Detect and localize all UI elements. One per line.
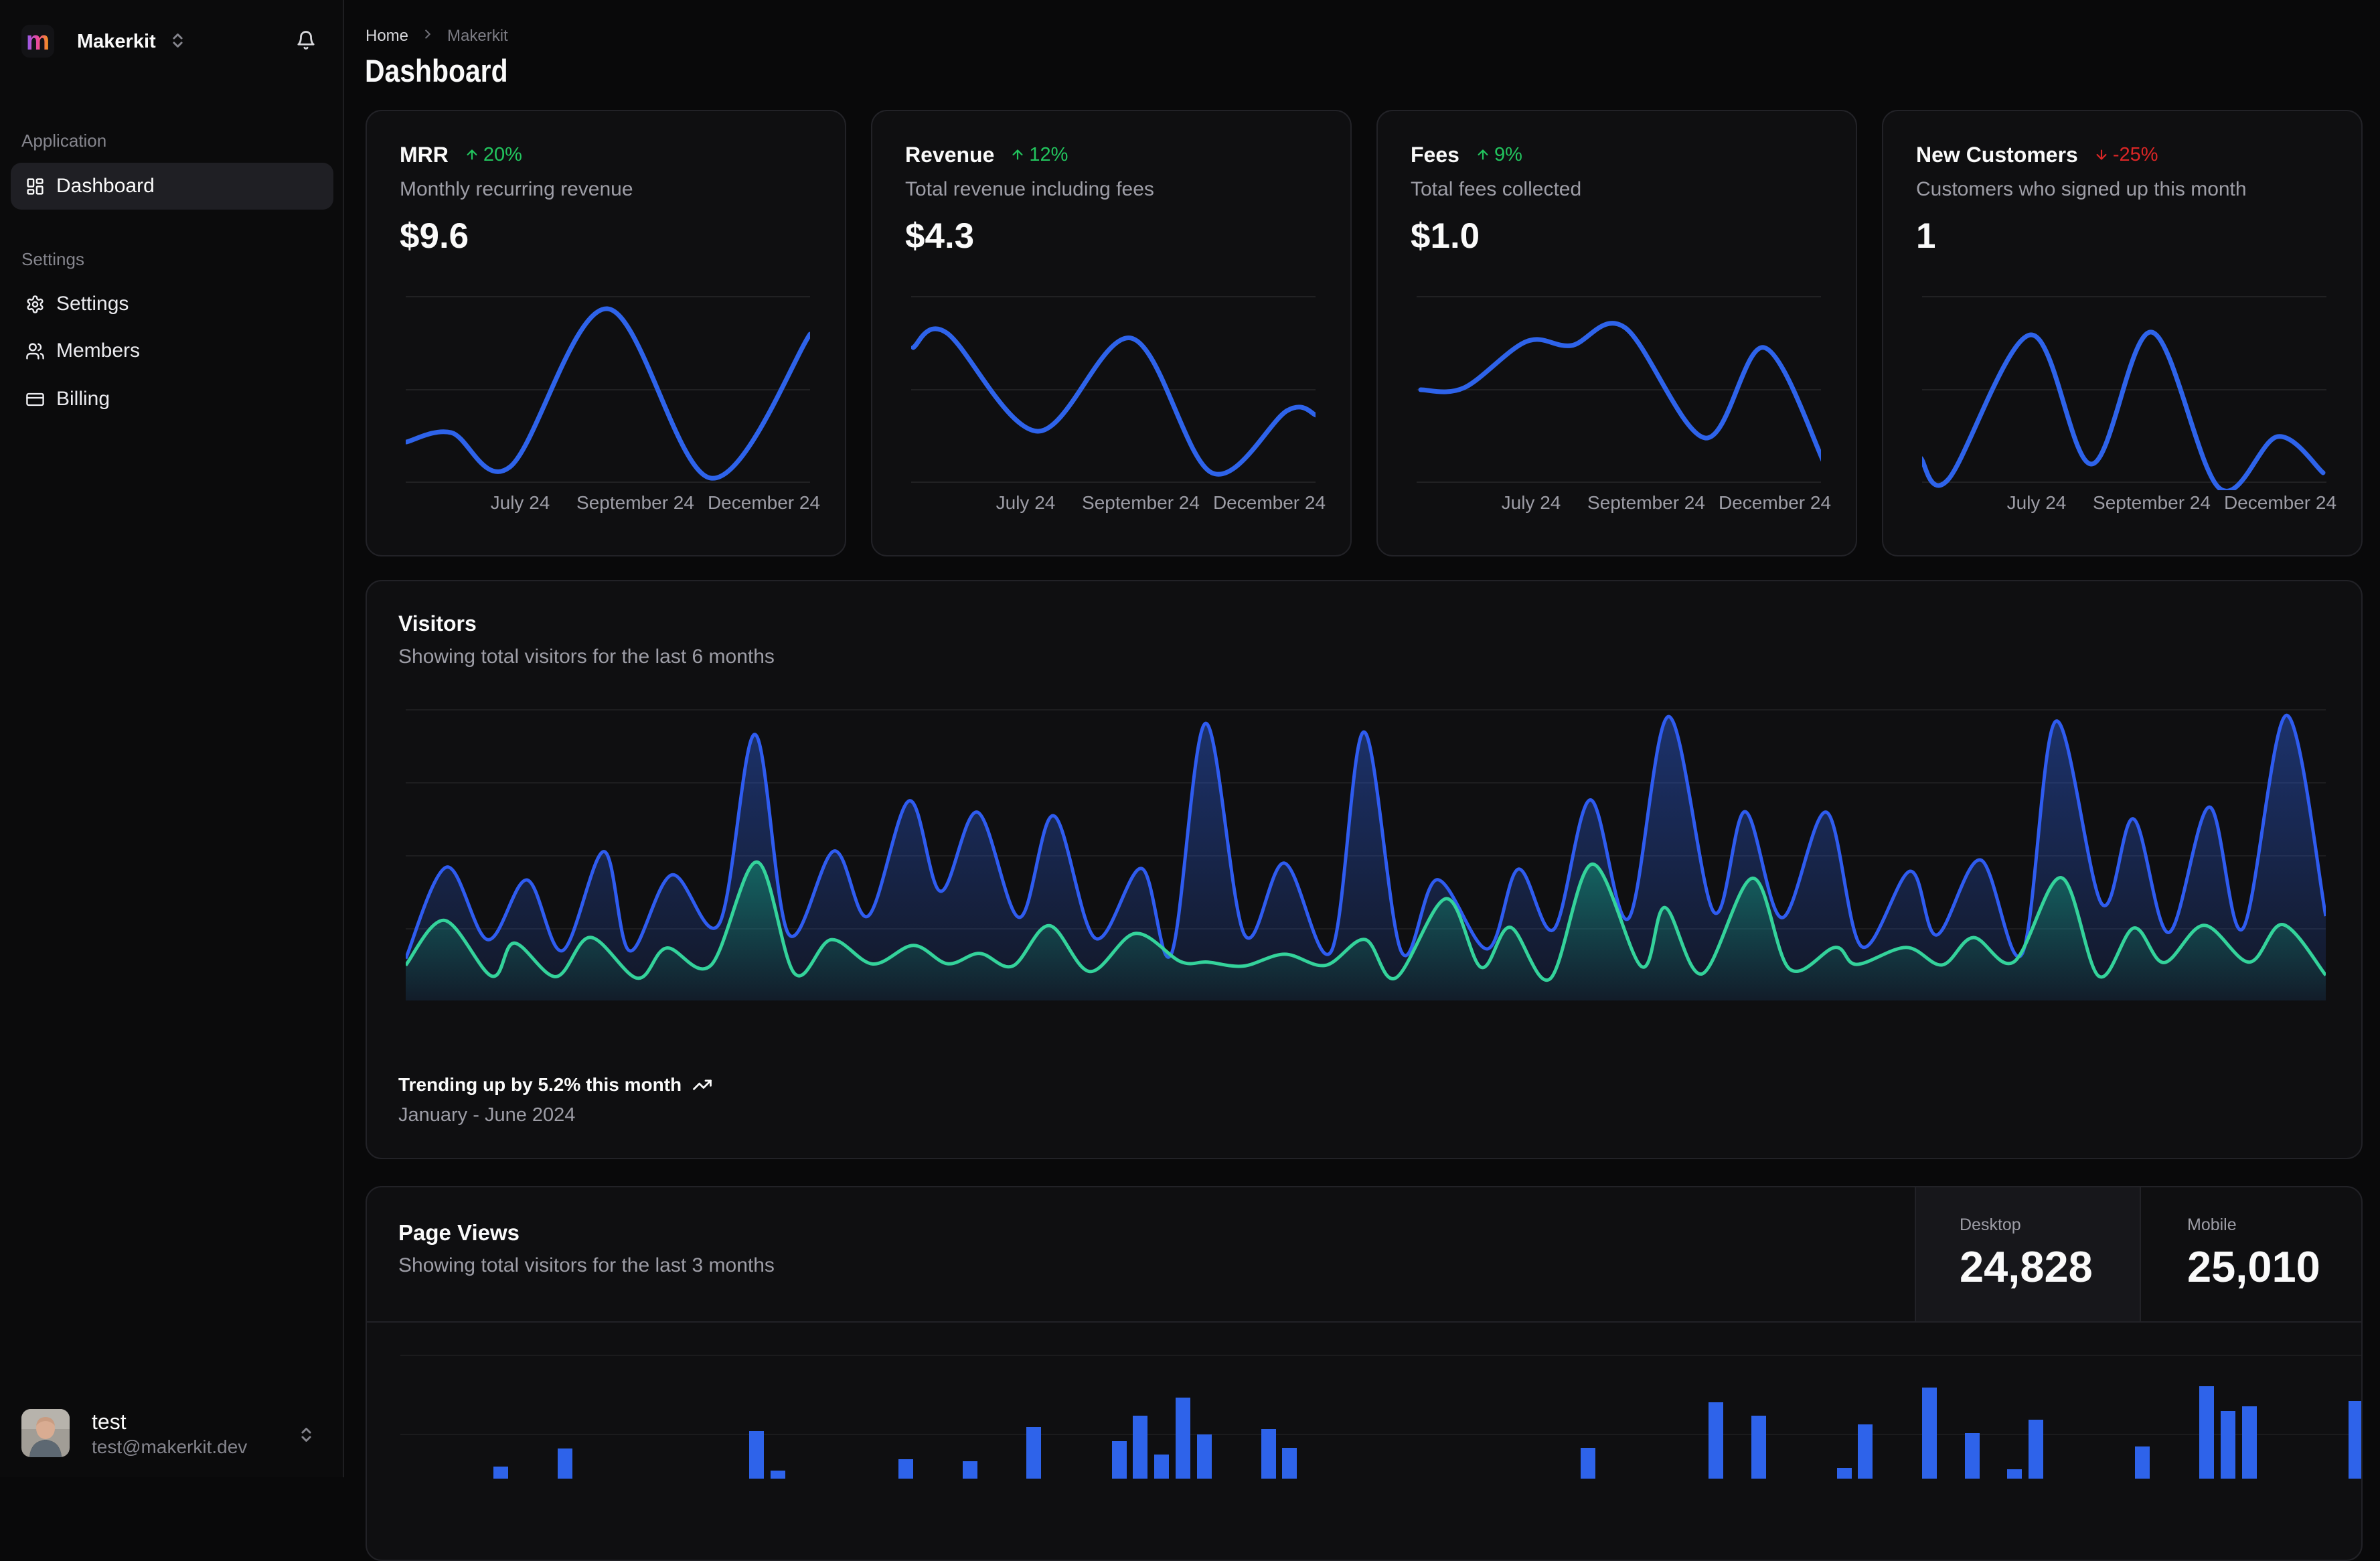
svg-text:m: m: [26, 26, 50, 56]
